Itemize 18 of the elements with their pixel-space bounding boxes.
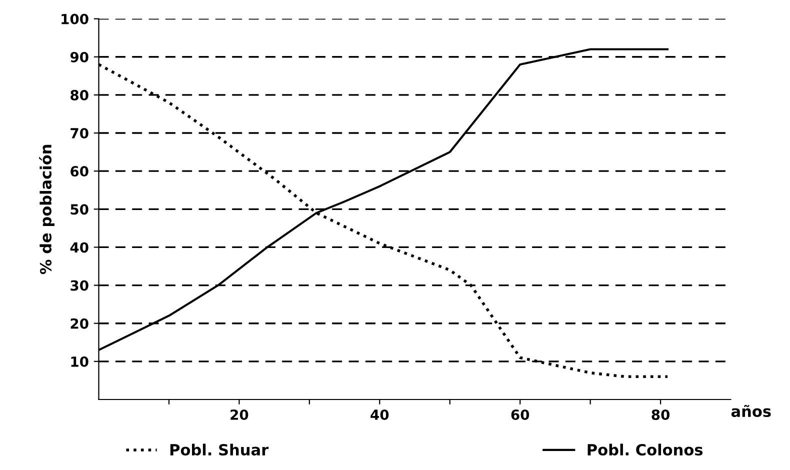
legend-label: Pobl. Shuar bbox=[170, 444, 269, 456]
legend-label: Pobl. Colonos bbox=[588, 444, 703, 456]
y-tick-label: 70 bbox=[70, 128, 88, 138]
y-tick-label: 30 bbox=[70, 280, 88, 291]
y-tick-label: 100 bbox=[62, 14, 88, 24]
y-tick-label: 60 bbox=[70, 166, 88, 177]
x-tick-label: 80 bbox=[652, 409, 670, 420]
y-tick-label: 20 bbox=[70, 318, 88, 329]
y-axis-title: % de población bbox=[39, 144, 54, 274]
x-tick-label: 40 bbox=[370, 409, 389, 420]
y-tick-label: 40 bbox=[70, 242, 88, 253]
x-tick-label: 60 bbox=[511, 409, 530, 420]
y-tick-label: 10 bbox=[71, 356, 88, 367]
y-tick-label: 50 bbox=[70, 204, 88, 215]
y-tick-label: 80 bbox=[70, 90, 88, 100]
y-tick-label: 90 bbox=[70, 52, 88, 62]
x-axis-title: años bbox=[731, 404, 771, 418]
x-tick-label: 20 bbox=[230, 409, 248, 420]
